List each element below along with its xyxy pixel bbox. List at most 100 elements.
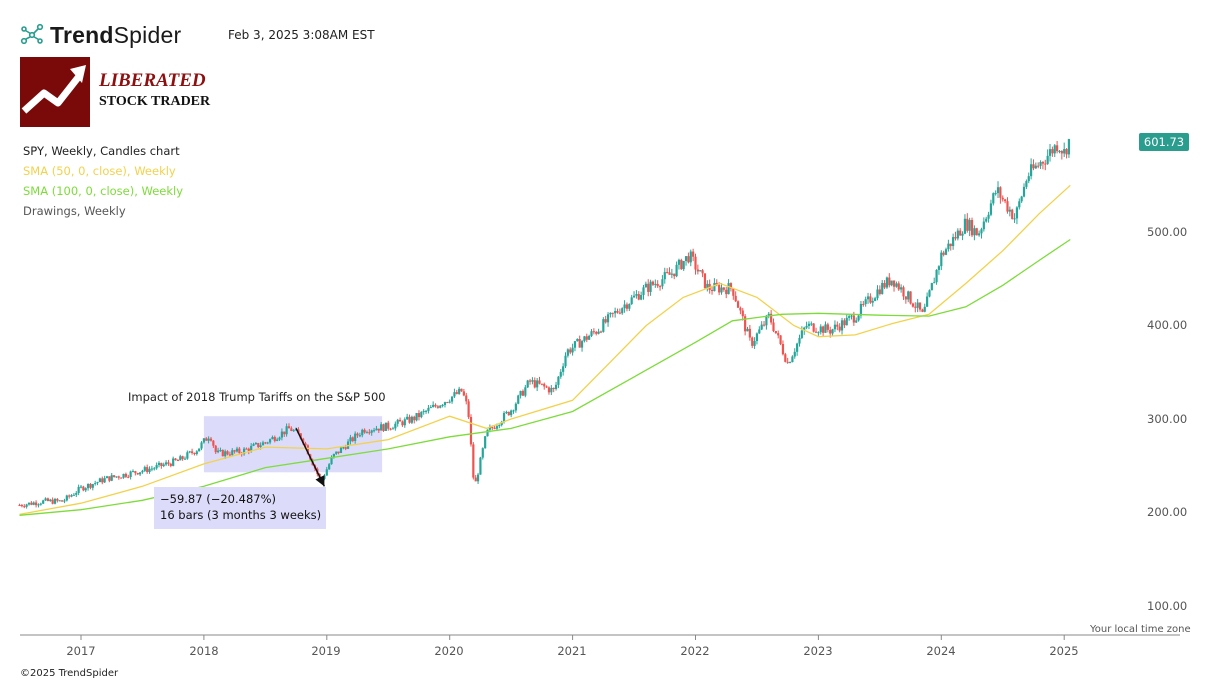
candle bbox=[699, 270, 702, 272]
candle bbox=[219, 447, 222, 452]
candle-body bbox=[226, 451, 229, 455]
candle-body bbox=[949, 243, 952, 247]
candle-body bbox=[91, 484, 94, 488]
candle bbox=[635, 290, 638, 299]
candle bbox=[814, 327, 818, 333]
candle bbox=[564, 352, 567, 369]
candle bbox=[909, 291, 912, 305]
candle bbox=[283, 431, 286, 437]
candle bbox=[406, 413, 409, 421]
candle-body bbox=[840, 320, 844, 331]
candle bbox=[429, 405, 432, 409]
candle-body bbox=[694, 256, 697, 270]
candle bbox=[439, 405, 442, 409]
candle-body bbox=[564, 355, 567, 367]
candle bbox=[458, 386, 461, 395]
measure-result-box bbox=[154, 487, 326, 529]
candle-body bbox=[810, 323, 813, 325]
candle-body bbox=[462, 391, 465, 396]
candle-body bbox=[53, 498, 57, 504]
candle-body bbox=[1058, 150, 1061, 152]
candle-body bbox=[361, 429, 364, 436]
candle-body bbox=[628, 304, 631, 309]
candle bbox=[467, 399, 470, 419]
candle-body bbox=[649, 281, 652, 292]
candle-body bbox=[427, 407, 430, 411]
candle-body bbox=[276, 439, 279, 441]
candle bbox=[63, 498, 66, 504]
candle-body bbox=[174, 458, 177, 461]
legend-main-series[interactable]: SPY, Weekly, Candles chart bbox=[23, 144, 180, 158]
candle bbox=[403, 417, 406, 428]
candle-body bbox=[299, 433, 302, 439]
candle bbox=[514, 402, 517, 413]
candle bbox=[372, 427, 376, 433]
candle-body bbox=[413, 416, 416, 421]
candle-body bbox=[1063, 149, 1066, 154]
candle bbox=[670, 268, 673, 279]
candle-body bbox=[562, 366, 565, 372]
candle bbox=[855, 317, 858, 324]
candle bbox=[753, 337, 756, 349]
candle bbox=[328, 463, 331, 470]
candle bbox=[410, 415, 413, 425]
candle-body bbox=[673, 273, 676, 277]
candle bbox=[82, 485, 85, 492]
tariff-annotation-title[interactable]: Impact of 2018 Trump Tariffs on the S&P … bbox=[128, 390, 386, 404]
legend-sma50[interactable]: SMA (50, 0, close), Weekly bbox=[23, 164, 176, 178]
candle bbox=[330, 455, 333, 465]
candle-body bbox=[595, 332, 598, 334]
candle-body bbox=[58, 500, 61, 502]
candle-body bbox=[60, 500, 64, 502]
candle bbox=[1067, 138, 1071, 158]
candle-body bbox=[1022, 186, 1026, 197]
legend-drawings[interactable]: Drawings, Weekly bbox=[23, 204, 126, 218]
candle-body bbox=[755, 333, 759, 342]
candle bbox=[696, 264, 699, 275]
candle-body bbox=[129, 471, 132, 477]
candle-body bbox=[448, 401, 451, 403]
candle bbox=[959, 228, 962, 236]
candle bbox=[101, 476, 104, 485]
candle bbox=[1018, 198, 1021, 210]
candle-body bbox=[514, 403, 517, 411]
candle-body bbox=[486, 429, 489, 437]
candle-body bbox=[384, 422, 387, 431]
candle-body bbox=[599, 331, 603, 333]
legend-sma100[interactable]: SMA (100, 0, close), Weekly bbox=[23, 184, 184, 198]
candle-body bbox=[793, 351, 796, 357]
candle bbox=[890, 280, 893, 287]
candle-body bbox=[406, 416, 409, 420]
candle bbox=[387, 420, 390, 431]
candle bbox=[231, 448, 234, 456]
time-zone-label[interactable]: Your local time zone bbox=[1090, 624, 1191, 635]
candle bbox=[914, 302, 917, 313]
candle-body bbox=[507, 411, 510, 416]
candle-body bbox=[337, 451, 340, 454]
candle-body bbox=[396, 419, 399, 424]
candle-body bbox=[618, 312, 621, 314]
candle bbox=[916, 299, 919, 313]
candle-body bbox=[762, 324, 766, 326]
candle bbox=[148, 466, 151, 474]
candle-body bbox=[528, 380, 532, 382]
candle-body bbox=[952, 237, 955, 247]
candle-body bbox=[479, 457, 482, 475]
candle-body bbox=[1013, 218, 1016, 220]
candle bbox=[928, 289, 931, 298]
candle bbox=[798, 334, 801, 347]
candle bbox=[136, 472, 139, 475]
candle bbox=[1011, 208, 1014, 220]
candle-body bbox=[188, 451, 191, 453]
candle-body bbox=[741, 310, 744, 317]
candle-body bbox=[930, 283, 933, 291]
candle bbox=[918, 302, 922, 312]
candle bbox=[53, 497, 57, 505]
candle bbox=[1060, 150, 1063, 160]
candle bbox=[781, 340, 785, 356]
candle-body bbox=[559, 371, 562, 377]
candle bbox=[736, 300, 740, 308]
candle bbox=[536, 378, 539, 392]
candle bbox=[60, 500, 64, 502]
